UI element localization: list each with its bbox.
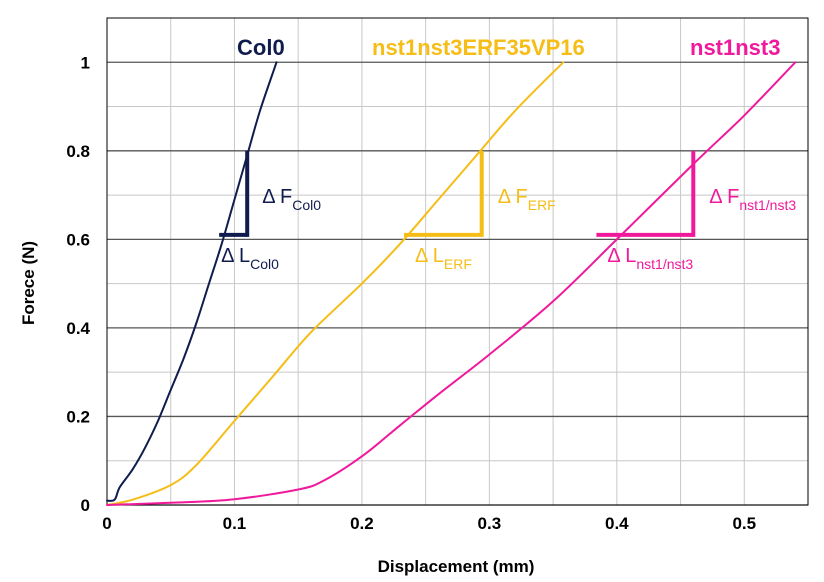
x-tick-label: 0.1 bbox=[223, 514, 247, 533]
y-axis-title: Forece (N) bbox=[19, 241, 38, 325]
delta-l-label: Δ Lnst1/nst3 bbox=[607, 245, 693, 272]
y-tick-label: 0.2 bbox=[66, 407, 90, 426]
delta-l-label: Δ LERF bbox=[415, 245, 472, 272]
delta-f-label: Δ FCol0 bbox=[262, 186, 321, 213]
series-line-col0 bbox=[106, 61, 278, 502]
plot-area-frame bbox=[106, 17, 809, 506]
y-tick-label: 0.6 bbox=[66, 230, 90, 249]
slope-triangle-col0: Δ FCol0 Δ LCol0 bbox=[219, 150, 321, 272]
x-tick-label: 0.3 bbox=[478, 514, 502, 533]
slope-triangle-nst1nst3: Δ Fnst1/nst3 Δ Lnst1/nst3 bbox=[596, 150, 796, 272]
y-tick-label: 0.4 bbox=[66, 319, 90, 338]
x-axis-title: Displacement (mm) bbox=[378, 557, 535, 576]
slope-triangle-nst1nst3erf35vp16: Δ FERF Δ LERF bbox=[403, 150, 556, 272]
delta-f-label: Δ FERF bbox=[498, 186, 556, 213]
y-tick-label: 0 bbox=[81, 496, 90, 515]
x-tick-label: 0.5 bbox=[732, 514, 756, 533]
series-label-col0: Col0 bbox=[237, 35, 285, 60]
delta-l-label: Δ LCol0 bbox=[221, 245, 279, 272]
y-tick-label: 0.8 bbox=[66, 142, 90, 161]
x-tick-label: 0.2 bbox=[350, 514, 374, 533]
series-label-nst1nst3: nst1nst3 bbox=[690, 35, 780, 60]
delta-f-label: Δ Fnst1/nst3 bbox=[709, 186, 796, 213]
y-tick-label: 1 bbox=[81, 53, 90, 72]
series-layer bbox=[106, 61, 797, 506]
series-label-erf: nst1nst3ERF35VP16 bbox=[372, 35, 585, 60]
series-line-nst1nst3erf35vp16 bbox=[106, 61, 565, 506]
tick-labels: 0 0.1 0.2 0.3 0.4 0.5 0 0.2 0.4 0.6 0.8 1 bbox=[66, 53, 756, 533]
x-tick-label: 0 bbox=[102, 514, 111, 533]
series-line-nst1nst3 bbox=[106, 61, 797, 506]
x-tick-label: 0.4 bbox=[605, 514, 629, 533]
